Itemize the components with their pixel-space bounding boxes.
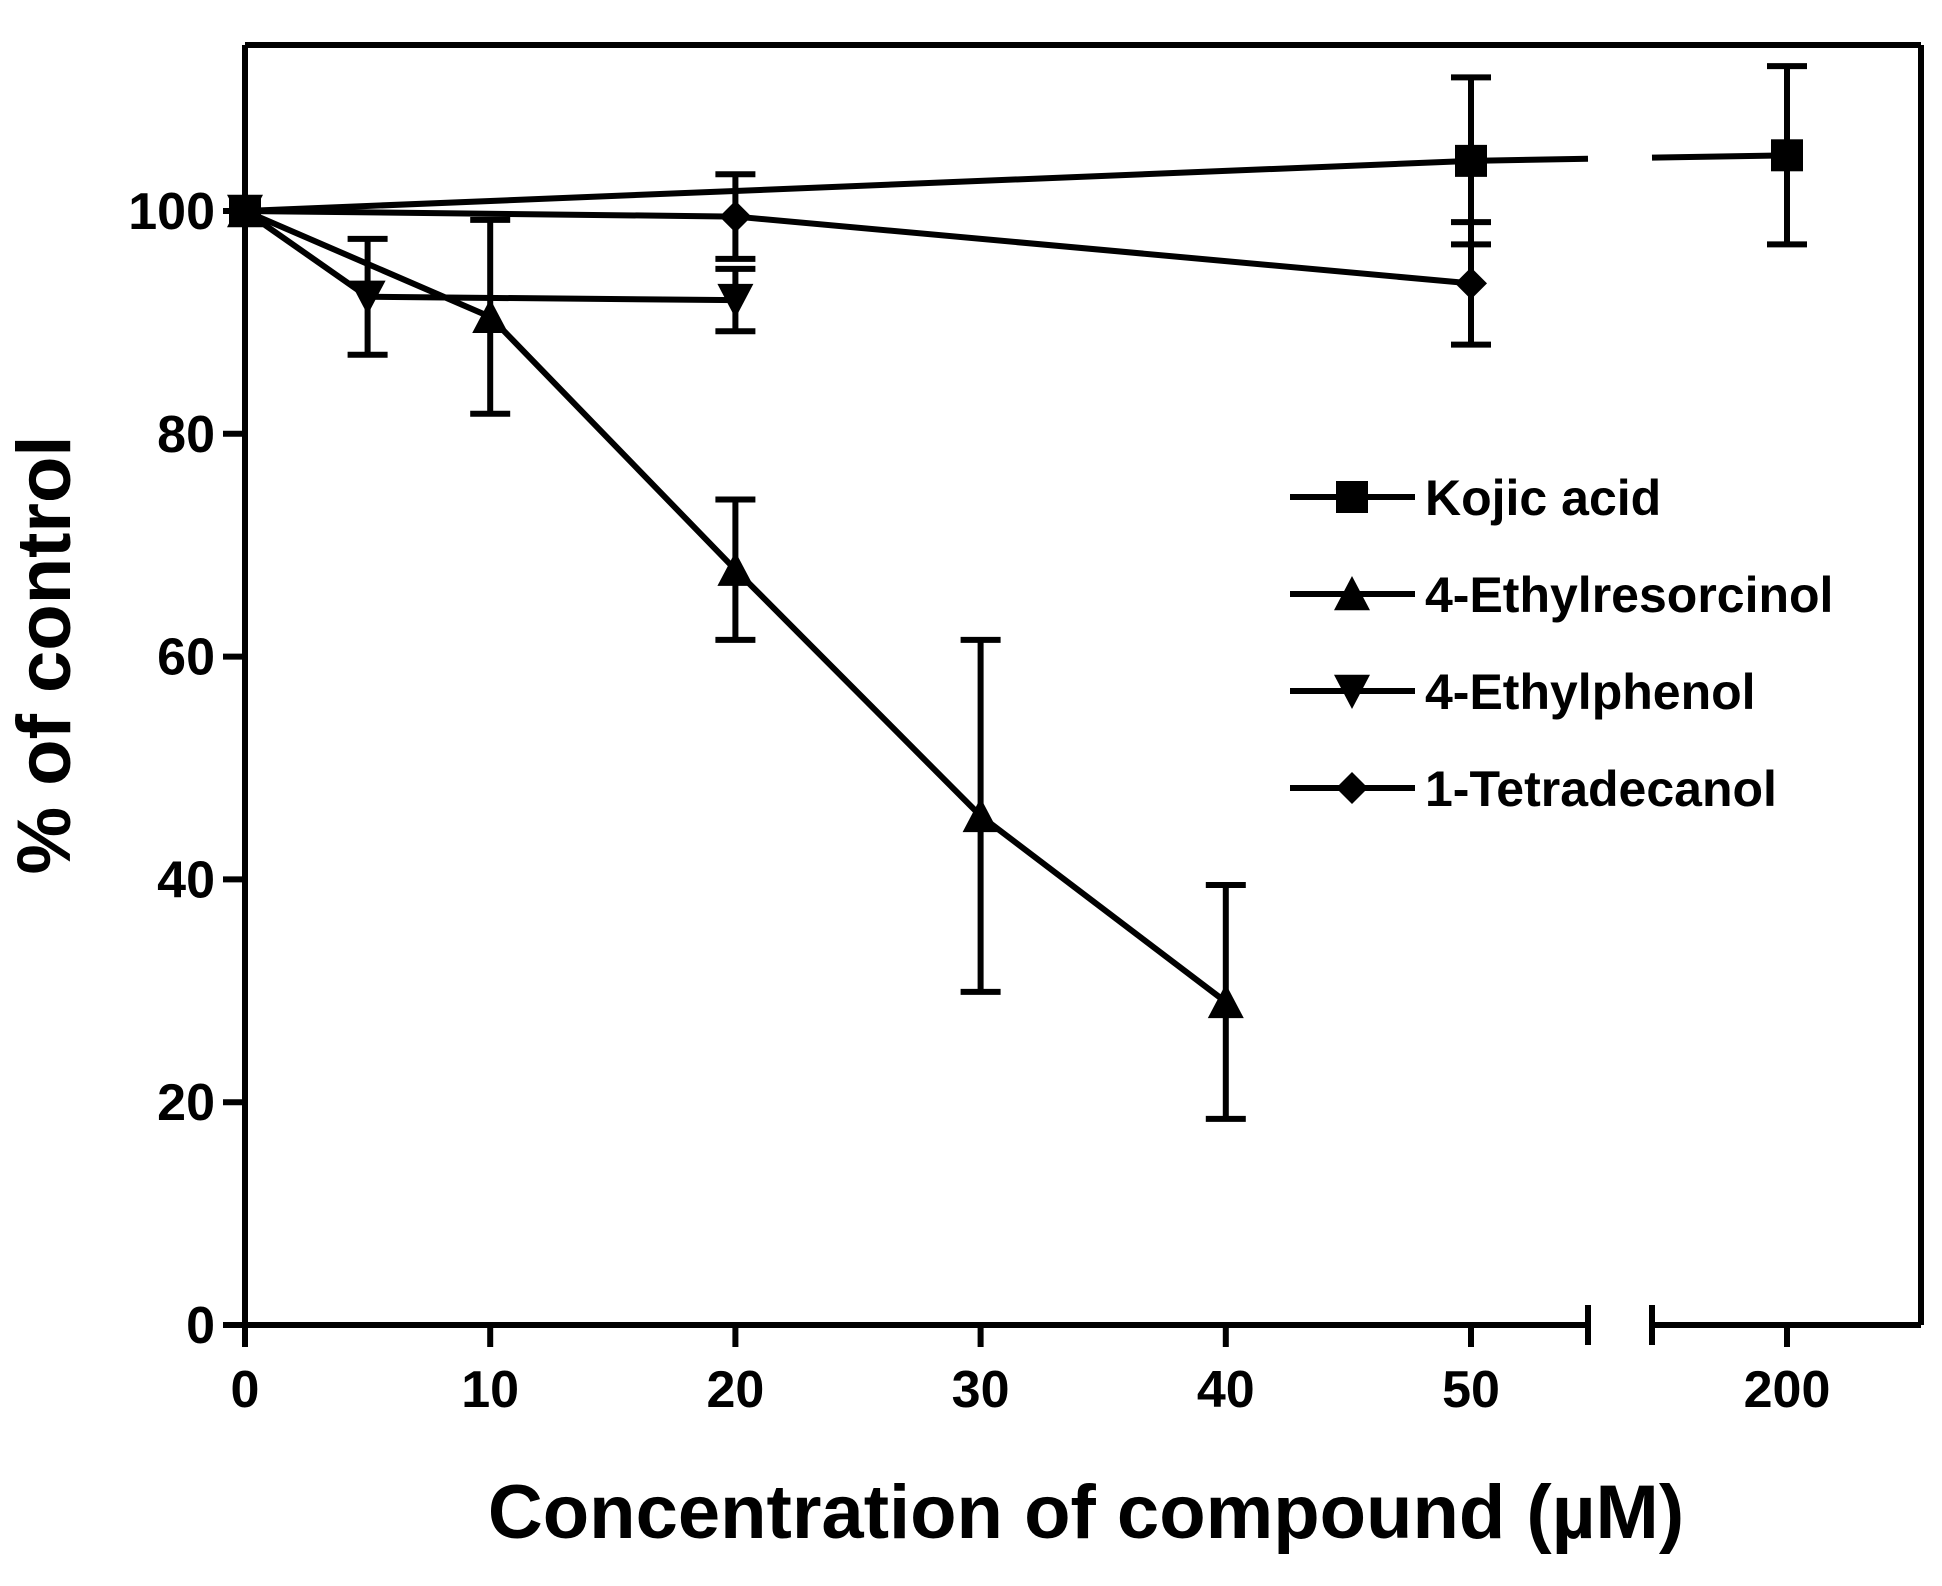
- legend-label: 4-Ethylresorcinol: [1425, 567, 1833, 623]
- series-line: [488, 314, 738, 572]
- series-line: [367, 293, 736, 304]
- series-line: [1651, 152, 1788, 161]
- x-axis-title: Concentration of compound (µM): [488, 1470, 1684, 1555]
- series-kojic-acid: [229, 63, 1807, 248]
- x-tick-label: 0: [231, 1361, 260, 1419]
- legend-label: 4-Ethylphenol: [1425, 664, 1756, 720]
- series-line: [1470, 155, 1589, 164]
- y-axis-title: % of control: [2, 435, 87, 874]
- x-tick-label: 10: [461, 1361, 519, 1419]
- series-line: [733, 567, 983, 819]
- y-tick-label: 20: [157, 1074, 215, 1132]
- data-point: [719, 200, 752, 233]
- x-tick-label: 40: [1197, 1361, 1255, 1419]
- legend-label: Kojic acid: [1425, 470, 1661, 526]
- legend-item: 4-Ethylresorcinol: [1290, 567, 1833, 623]
- data-point: [1207, 983, 1244, 1019]
- legend-item: Kojic acid: [1290, 470, 1661, 526]
- axes: 0 20 40 60 80 100 0 10 20 30 40 50 200: [128, 42, 1924, 1419]
- data-point: [1771, 139, 1803, 172]
- y-tick-label: 80: [157, 406, 215, 464]
- legend-marker: [1336, 481, 1368, 513]
- x-tick-label: 20: [706, 1361, 764, 1419]
- data-point: [229, 195, 261, 227]
- data-point: [349, 280, 386, 315]
- series-line: [244, 208, 736, 220]
- legend-marker: [1336, 772, 1368, 804]
- legend-item: 4-Ethylphenol: [1290, 664, 1756, 720]
- y-tick-label: 100: [128, 183, 215, 241]
- y-tick-label: 0: [186, 1297, 215, 1355]
- plot-area: [227, 63, 1807, 1122]
- x-tick-label: 200: [1744, 1361, 1831, 1419]
- series-line: [244, 157, 1472, 214]
- legend-item: 1-Tetradecanol: [1290, 761, 1777, 817]
- data-point: [1455, 267, 1487, 300]
- y-tick-label: 40: [157, 851, 215, 909]
- x-tick-label: 30: [952, 1361, 1010, 1419]
- legend-marker: [1334, 674, 1370, 709]
- data-point: [1455, 144, 1487, 177]
- legend-label: 1-Tetradecanol: [1425, 761, 1777, 817]
- series-line: [735, 213, 1472, 287]
- data-point: [472, 298, 509, 334]
- x-tick-label: 50: [1442, 1361, 1500, 1419]
- series-line: [243, 208, 370, 300]
- data-point: [962, 797, 999, 833]
- data-point: [717, 283, 754, 319]
- legend-marker: [1334, 576, 1370, 611]
- series-1-tetradecanol: [229, 171, 1491, 348]
- y-tick-label: 60: [157, 629, 215, 687]
- series-4-ethylphenol: [227, 194, 756, 358]
- series-line: [978, 813, 1228, 1005]
- legend: Kojic acid 4-Ethylresorcinol 4-Ethylphenol…: [1290, 470, 1833, 817]
- data-point: [717, 551, 754, 586]
